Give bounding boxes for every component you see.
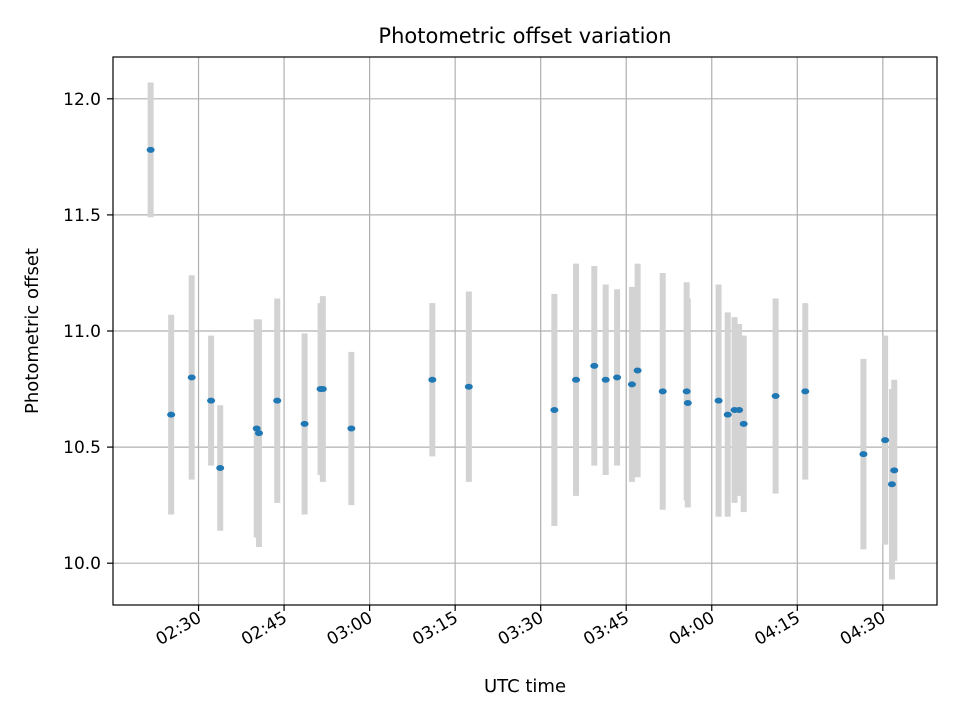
data-point: [550, 406, 559, 413]
data-point: [801, 388, 810, 395]
tick-layer: 02:30 02:45 03:00 03:15 03:30 03:45 04:00 04:15…: [63, 90, 889, 650]
y-tick-label: 11.5: [63, 206, 101, 226]
y-tick-label: 11.0: [63, 322, 101, 342]
x-tick-label: 02:45: [238, 608, 290, 650]
data-point: [273, 397, 282, 404]
x-tick-label: 03:00: [324, 608, 376, 650]
data-point: [254, 430, 263, 437]
point-layer: [146, 146, 899, 488]
x-tick-label: 03:15: [409, 608, 461, 650]
data-point: [146, 146, 155, 153]
data-point: [187, 374, 196, 381]
data-point: [723, 411, 732, 418]
data-point: [167, 411, 176, 418]
x-axis-label: UTC time: [484, 676, 566, 697]
data-point: [682, 388, 691, 395]
x-tick-label: 04:15: [751, 608, 803, 650]
data-point: [601, 376, 610, 383]
data-point: [881, 437, 890, 444]
y-tick-label: 10.5: [63, 438, 101, 458]
data-point: [464, 383, 473, 390]
data-point: [859, 451, 868, 458]
data-point: [739, 420, 748, 427]
data-point: [735, 406, 744, 413]
data-point: [887, 481, 896, 488]
x-tick-label: 03:45: [580, 608, 632, 650]
data-point: [572, 376, 581, 383]
data-point: [318, 386, 327, 393]
data-point: [252, 425, 261, 432]
data-point: [613, 374, 622, 381]
y-tick-label: 12.0: [63, 90, 101, 110]
data-point: [890, 467, 899, 474]
data-point: [300, 420, 309, 427]
x-tick-label: 02:30: [153, 608, 205, 650]
data-point: [347, 425, 356, 432]
data-point: [428, 376, 437, 383]
grid-layer: [113, 57, 937, 605]
data-point: [590, 362, 599, 369]
y-tick-label: 10.0: [63, 554, 101, 574]
data-point: [714, 397, 723, 404]
x-tick-label: 04:00: [666, 608, 718, 650]
data-point: [658, 388, 667, 395]
chart-title: Photometric offset variation: [378, 24, 671, 48]
data-point: [633, 367, 642, 374]
data-point: [683, 399, 692, 406]
data-point: [216, 465, 225, 471]
x-tick-label: 03:30: [495, 608, 547, 650]
data-point: [771, 393, 780, 400]
data-point: [627, 381, 636, 388]
data-point: [207, 397, 216, 404]
y-axis-label: Photometric offset: [22, 248, 43, 414]
x-tick-label: 04:30: [837, 608, 889, 650]
